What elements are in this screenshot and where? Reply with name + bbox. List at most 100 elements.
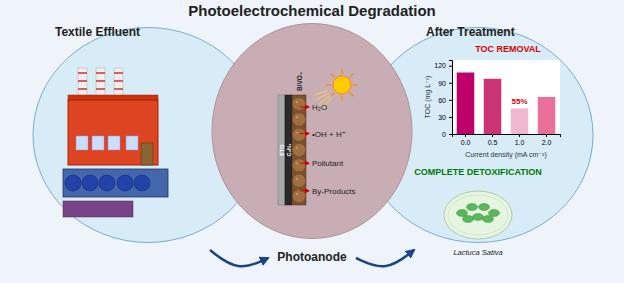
- annotation: H₂O: [312, 103, 327, 112]
- title: Photoelectrochemical Degradation: [188, 2, 436, 19]
- chimney-stripe: [114, 72, 123, 74]
- tick: 0.0: [461, 134, 471, 146]
- tick-label: 0: [442, 131, 446, 138]
- particle: [293, 159, 306, 172]
- tick: 60: [438, 97, 452, 104]
- leaf: [467, 204, 478, 211]
- tick-label: 2.0: [542, 139, 552, 146]
- reaction-arrow: [300, 107, 309, 108]
- particle-highlight: [296, 147, 298, 149]
- annotation: Pollutant: [312, 159, 344, 168]
- chimney-stripe: [96, 72, 105, 74]
- window: [76, 136, 88, 150]
- chart: 03060901200.00.51.02.0Current density (m…: [0, 0, 624, 283]
- annotation: TOC REMOVAL: [475, 44, 541, 54]
- particle: [293, 98, 306, 111]
- reaction-arrow: [300, 163, 309, 164]
- tick: 90: [438, 80, 452, 87]
- particle: [293, 128, 306, 141]
- particle-highlight: [296, 178, 298, 180]
- annotations: Textile EffluentPhotoanodeAfter Treatmen…: [55, 25, 542, 264]
- illustration: [33, 24, 593, 267]
- plot-background: [452, 60, 560, 134]
- sun-ray: [350, 93, 354, 97]
- reaction-arrow: [300, 190, 309, 191]
- annotation: 55%: [511, 97, 527, 106]
- tick-mark: [519, 134, 520, 137]
- leaf: [479, 204, 490, 211]
- chimney: [114, 68, 123, 96]
- tick-mark: [449, 100, 452, 101]
- annotation: By-Products: [312, 187, 356, 196]
- tick-mark: [449, 134, 452, 135]
- tick-label: 0.0: [461, 139, 471, 146]
- tick: 0.5: [488, 134, 498, 146]
- bars: [457, 73, 556, 134]
- window: [108, 136, 120, 150]
- machinery: [63, 169, 168, 197]
- photoanode: [278, 95, 306, 205]
- sun-ray: [350, 74, 354, 78]
- layer-bivo4: [292, 95, 306, 205]
- axis-line: [449, 61, 453, 135]
- particle-highlight: [296, 116, 298, 118]
- door: [141, 143, 153, 165]
- chimney: [78, 68, 87, 96]
- flow-arrow: [210, 250, 268, 266]
- window: [92, 136, 104, 150]
- tick-mark: [449, 66, 452, 67]
- particle-highlight: [296, 162, 298, 164]
- sun-ray: [353, 84, 358, 85]
- tick-label: 60: [438, 97, 446, 104]
- bar: [511, 108, 529, 134]
- bar: [484, 79, 502, 134]
- tick-label: 30: [438, 114, 446, 121]
- tick-label: 0.5: [488, 139, 498, 146]
- factory: [63, 68, 168, 217]
- tick: 30: [438, 114, 452, 121]
- sun-ray: [326, 84, 331, 85]
- bar: [457, 73, 475, 134]
- dish-inner: [448, 195, 508, 235]
- sun-ray: [331, 74, 335, 78]
- machine-wheel: [99, 175, 115, 191]
- tick: 2.0: [542, 134, 552, 146]
- roof: [68, 95, 158, 100]
- sun-disc: [333, 76, 351, 94]
- machine-wheel: [134, 175, 150, 191]
- particle-highlight: [296, 132, 298, 134]
- leaf: [489, 210, 500, 217]
- leaf: [463, 216, 474, 223]
- chimney-stripe: [78, 72, 87, 74]
- tick-label: 120: [434, 62, 446, 69]
- background: [0, 0, 624, 283]
- chimney-stripe: [96, 88, 105, 90]
- tick-label: 90: [438, 80, 446, 87]
- particle: [293, 174, 306, 187]
- tick-mark: [546, 134, 547, 137]
- leaf: [483, 216, 494, 223]
- panel: [63, 201, 133, 217]
- tick: 1.0: [515, 134, 525, 146]
- annotation: BiVO₄: [296, 72, 303, 91]
- tick-mark: [465, 134, 466, 137]
- bar: [538, 97, 556, 134]
- sun-ray: [341, 96, 342, 101]
- annotation: Photoanode: [277, 250, 347, 264]
- leaf: [473, 214, 484, 221]
- flow-arrow: [356, 250, 414, 266]
- machine-wheel: [82, 175, 98, 191]
- window: [126, 136, 138, 150]
- particle: [293, 113, 306, 126]
- layer-fto: [278, 95, 285, 205]
- sun-ray: [341, 69, 342, 74]
- tick: 0: [442, 131, 452, 138]
- tick-label: 1.0: [515, 139, 525, 146]
- y-axis: 0 30 60 90 120: [434, 61, 452, 138]
- particle: [293, 144, 306, 157]
- layer-c3n4: [285, 95, 292, 205]
- particle: [293, 190, 306, 203]
- annotation: •OH + H⁺: [312, 130, 346, 139]
- tick: 120: [434, 62, 452, 69]
- leaf: [457, 210, 468, 217]
